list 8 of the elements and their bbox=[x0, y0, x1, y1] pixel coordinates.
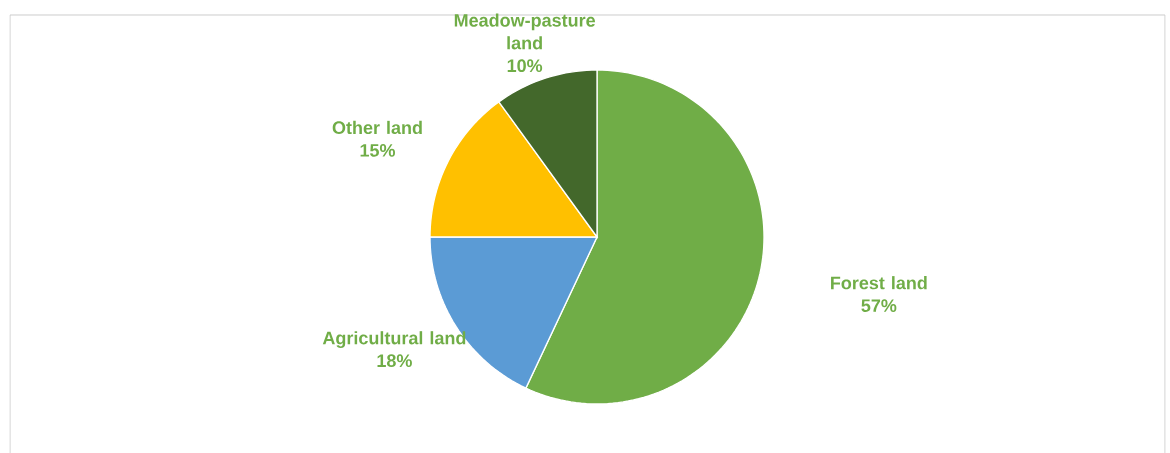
data-label: 18% bbox=[377, 354, 412, 368]
slice-label: Meadow-pasture land bbox=[454, 13, 596, 50]
data-label: 15% bbox=[360, 144, 396, 157]
slice-label: Agricultural land bbox=[322, 331, 466, 349]
data-label: 57% bbox=[861, 299, 897, 312]
slice-label: Other land bbox=[332, 120, 422, 135]
slice-label: Forest land bbox=[831, 276, 927, 290]
data-label: 10% bbox=[507, 59, 543, 73]
